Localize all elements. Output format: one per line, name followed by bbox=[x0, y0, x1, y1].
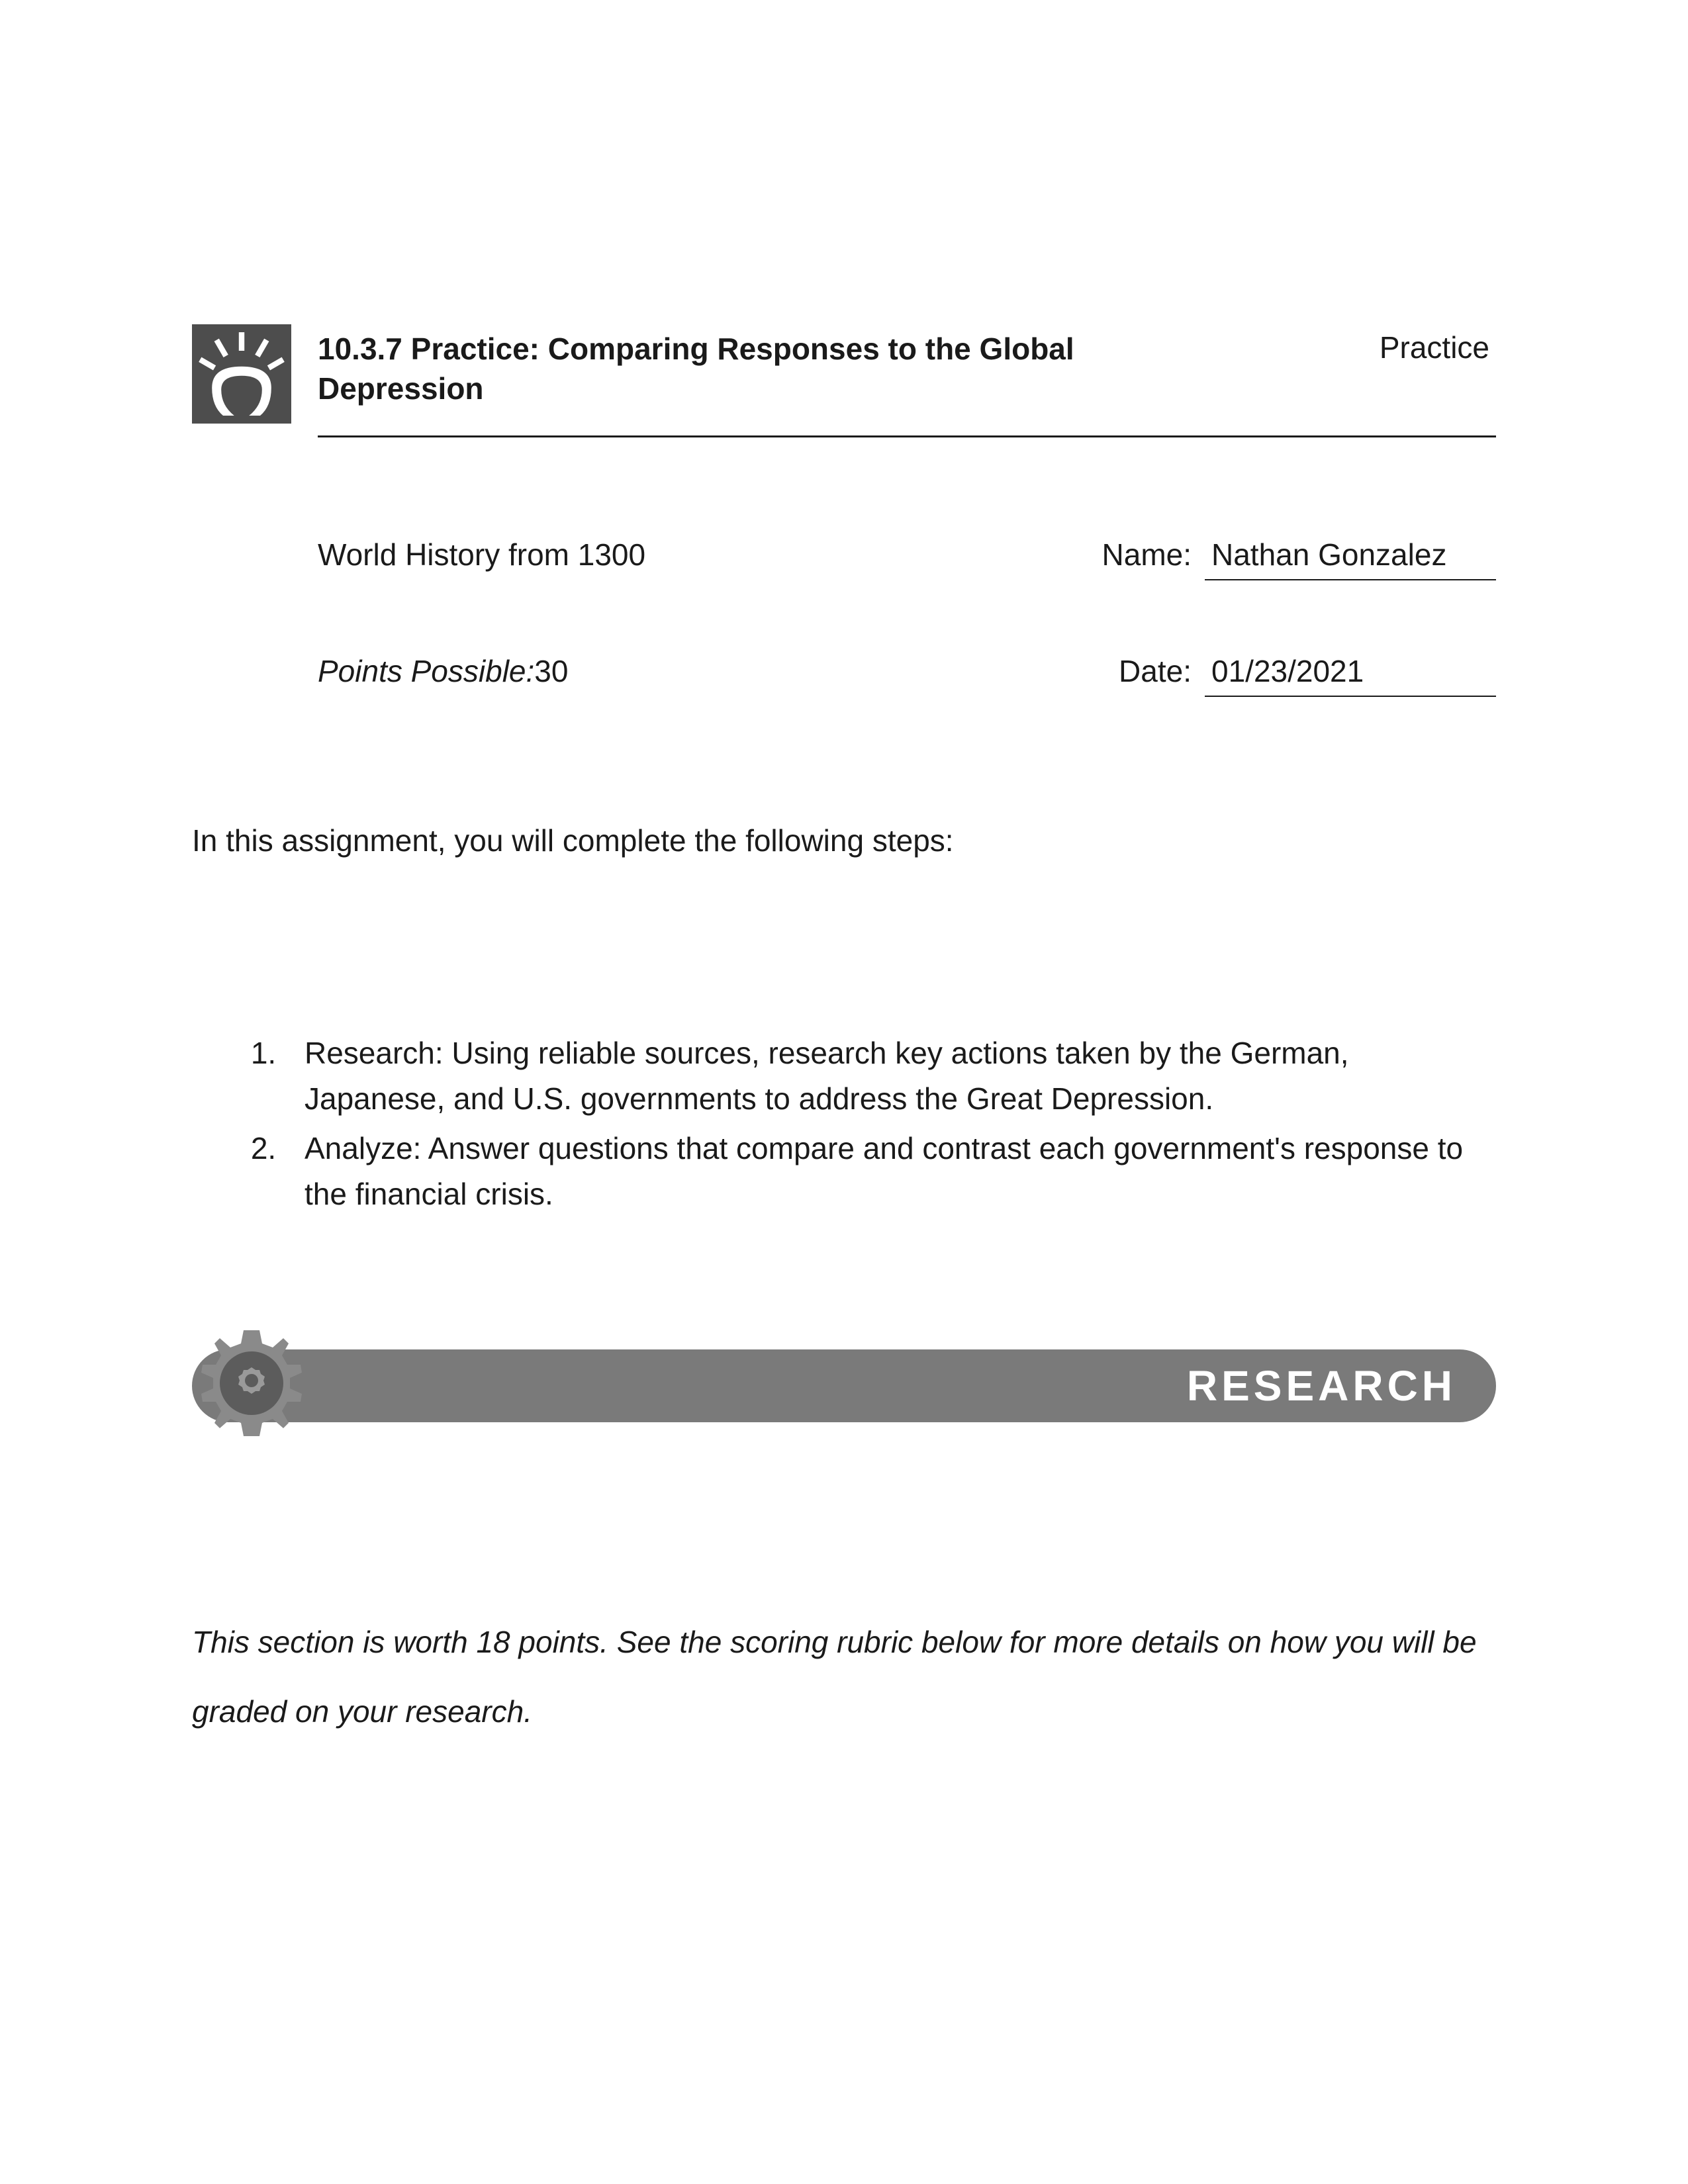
date-label: Date: bbox=[1119, 653, 1192, 689]
header-row: 10.3.7 Practice: Comparing Responses to … bbox=[192, 324, 1496, 437]
assignment-type: Practice bbox=[1380, 330, 1496, 365]
meta-row-1: World History from 1300 Name: Nathan Gon… bbox=[318, 537, 1496, 580]
date-value: 01/23/2021 bbox=[1205, 653, 1496, 697]
logo-icon bbox=[192, 324, 291, 424]
steps-list: Research: Using reliable sources, resear… bbox=[245, 1030, 1496, 1217]
assignment-title: 10.3.7 Practice: Comparing Responses to … bbox=[318, 330, 1112, 409]
banner-bar: RESEARCH bbox=[192, 1349, 1496, 1422]
gear-icon bbox=[185, 1320, 318, 1452]
name-field-group: Name: Nathan Gonzalez bbox=[1102, 537, 1496, 580]
research-banner: RESEARCH bbox=[192, 1349, 1496, 1422]
name-label: Name: bbox=[1102, 537, 1192, 572]
meta-section: World History from 1300 Name: Nathan Gon… bbox=[318, 537, 1496, 697]
meta-row-2: Points Possible:30 Date: 01/23/2021 bbox=[318, 653, 1496, 697]
intro-text: In this assignment, you will complete th… bbox=[192, 823, 1496, 858]
list-item: Analyze: Answer questions that compare a… bbox=[285, 1126, 1496, 1217]
course-name: World History from 1300 bbox=[318, 537, 645, 572]
list-item: Research: Using reliable sources, resear… bbox=[285, 1030, 1496, 1122]
points-text: Points Possible:30 bbox=[318, 653, 568, 689]
section-note: This section is worth 18 points. See the… bbox=[192, 1608, 1496, 1748]
banner-label: RESEARCH bbox=[1187, 1361, 1456, 1410]
date-field-group: Date: 01/23/2021 bbox=[1119, 653, 1496, 697]
name-value: Nathan Gonzalez bbox=[1205, 537, 1496, 580]
points-label: Points Possible: bbox=[318, 654, 534, 688]
title-block: 10.3.7 Practice: Comparing Responses to … bbox=[318, 324, 1496, 437]
page-container: 10.3.7 Practice: Comparing Responses to … bbox=[192, 324, 1496, 1747]
points-value: 30 bbox=[534, 654, 568, 688]
